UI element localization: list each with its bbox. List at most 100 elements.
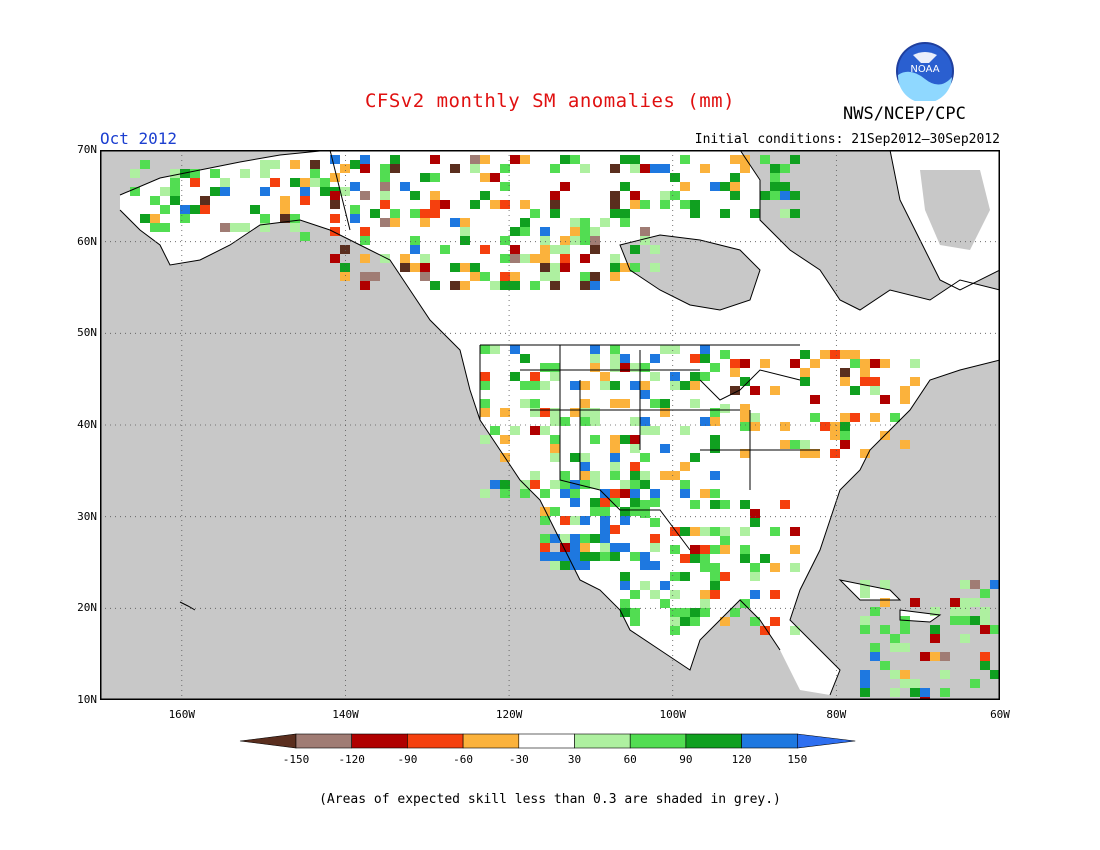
anomaly-cell — [650, 263, 660, 272]
lon-tick-label: 120W — [495, 708, 523, 721]
anomaly-cell — [630, 200, 640, 209]
anomaly-cell — [580, 399, 590, 408]
anomaly-cell — [540, 254, 550, 263]
anomaly-cell — [500, 480, 510, 489]
anomaly-cell — [890, 688, 900, 697]
anomaly-cell — [380, 254, 390, 263]
anomaly-cell — [300, 196, 310, 205]
legend-tick-label: 120 — [732, 753, 752, 766]
anomaly-cell — [630, 164, 640, 173]
anomaly-cell — [700, 527, 710, 536]
anomaly-cell — [670, 590, 680, 599]
anomaly-cell — [690, 354, 700, 363]
anomaly-cell — [860, 368, 870, 377]
anomaly-cell — [670, 626, 680, 635]
anomaly-cell — [590, 534, 600, 543]
anomaly-cell — [540, 272, 550, 281]
anomaly-cell — [710, 408, 720, 417]
anomaly-cell — [900, 670, 910, 679]
anomaly-cell — [330, 191, 340, 200]
anomaly-cell — [690, 545, 700, 554]
anomaly-cell — [330, 173, 340, 182]
anomaly-cell — [730, 155, 740, 164]
anomaly-cell — [900, 679, 910, 688]
anomaly-cell — [860, 377, 870, 386]
anomaly-cell — [830, 350, 840, 359]
anomaly-cell — [370, 272, 380, 281]
anomaly-cell — [380, 191, 390, 200]
anomaly-cell — [860, 616, 870, 625]
anomaly-cell — [360, 227, 370, 236]
anomaly-cell — [670, 173, 680, 182]
legend-bin — [629, 733, 687, 749]
anomaly-cell — [510, 372, 520, 381]
anomaly-cell — [140, 214, 150, 223]
anomaly-cell — [880, 625, 890, 634]
lat-tick-label: 20N — [77, 601, 97, 615]
anomaly-cell — [580, 281, 590, 290]
anomaly-cell — [580, 381, 590, 390]
anomaly-cell — [820, 422, 830, 431]
anomaly-cell — [200, 196, 210, 205]
anomaly-cell — [380, 182, 390, 191]
anomaly-cell — [450, 218, 460, 227]
anomaly-cell — [540, 236, 550, 245]
anomaly-cell — [310, 178, 320, 187]
anomaly-cell — [640, 471, 650, 480]
anomaly-cell — [750, 209, 760, 218]
anomaly-cell — [540, 263, 550, 272]
anomaly-cell — [520, 399, 530, 408]
anomaly-cell — [720, 404, 730, 413]
anomaly-cell — [620, 263, 630, 272]
anomaly-cell — [640, 200, 650, 209]
anomaly-cell — [150, 214, 160, 223]
anomaly-cell — [760, 554, 770, 563]
anomaly-cell — [350, 160, 360, 169]
anomaly-cell — [810, 395, 820, 404]
anomaly-cell — [430, 191, 440, 200]
anomaly-cell — [570, 552, 580, 561]
anomaly-cell — [640, 552, 650, 561]
anomaly-cell — [760, 191, 770, 200]
anomaly-cell — [520, 489, 530, 498]
anomaly-cell — [560, 561, 570, 570]
anomaly-cell — [350, 205, 360, 214]
anomaly-cell — [510, 345, 520, 354]
anomaly-cell — [540, 543, 550, 552]
anomaly-cell — [740, 155, 750, 164]
anomaly-cell — [610, 200, 620, 209]
anomaly-cell — [490, 426, 500, 435]
anomaly-cell — [930, 607, 940, 616]
anomaly-cell — [910, 377, 920, 386]
anomaly-cell — [380, 200, 390, 209]
anomaly-cell — [610, 191, 620, 200]
anomaly-cell — [640, 509, 650, 518]
anomaly-cell — [580, 552, 590, 561]
anomaly-cell — [600, 525, 610, 534]
anomaly-cell — [570, 408, 580, 417]
anomaly-cell — [900, 625, 910, 634]
anomaly-cell — [540, 381, 550, 390]
anomaly-cell — [340, 263, 350, 272]
anomaly-cell — [770, 527, 780, 536]
anomaly-cell — [500, 489, 510, 498]
anomaly-cell — [620, 354, 630, 363]
anomaly-cell — [510, 281, 520, 290]
anomaly-cell — [390, 218, 400, 227]
anomaly-cell — [320, 187, 330, 196]
anomaly-cell — [520, 254, 530, 263]
anomaly-cell — [860, 670, 870, 679]
anomaly-cell — [590, 471, 600, 480]
anomaly-cell — [610, 381, 620, 390]
anomaly-cell — [660, 599, 670, 608]
anomaly-cell — [590, 354, 600, 363]
anomaly-cell — [610, 435, 620, 444]
anomaly-cell — [620, 599, 630, 608]
anomaly-cell — [770, 617, 780, 626]
anomaly-cell — [790, 626, 800, 635]
anomaly-cell — [680, 527, 690, 536]
anomaly-cell — [570, 155, 580, 164]
anomaly-cell — [570, 453, 580, 462]
anomaly-cell — [740, 377, 750, 386]
anomaly-cell — [360, 254, 370, 263]
